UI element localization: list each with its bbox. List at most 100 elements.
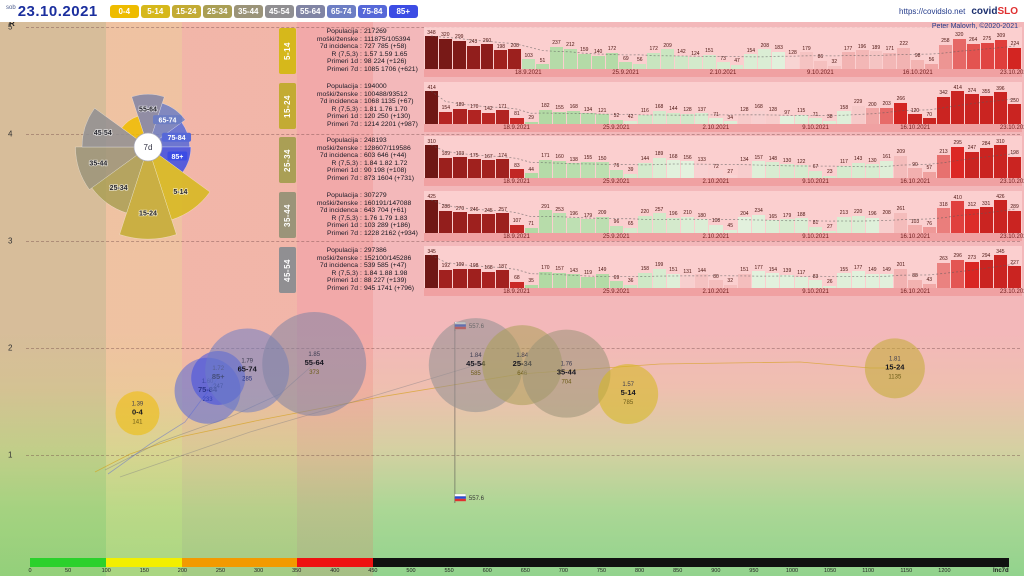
bar: 198 — [467, 246, 481, 288]
age-button-35-44[interactable]: 35-44 — [233, 4, 263, 18]
bar: 237 — [550, 27, 563, 69]
bar: 414 — [425, 82, 439, 124]
age-button-25-34[interactable]: 25-34 — [202, 4, 232, 18]
bar: 69 — [619, 27, 633, 69]
daily-bar-chart-35-44: 425 288 270 246 245 257 107 71 291 253 196 179 209 96… — [424, 191, 1022, 233]
bar: 151 — [702, 27, 716, 69]
date-tick: 25.9.2021 — [602, 179, 630, 185]
stat-line: Primeri 7d:1214 2201 (+987) — [327, 120, 418, 128]
age-button-15-24[interactable]: 15-24 — [171, 4, 201, 18]
colorbar-segment — [182, 558, 297, 567]
bar: 139 — [780, 246, 794, 288]
date-tick: 9.10.2021 — [802, 234, 829, 240]
bar: 171 — [883, 27, 897, 69]
bar: 42 — [624, 82, 638, 124]
date-tick: 23.10.2021 — [999, 289, 1024, 295]
bar: 27 — [823, 191, 837, 233]
x-tick-label: 150 — [139, 568, 149, 574]
bar: 71 — [709, 82, 723, 124]
bar: 128 — [737, 82, 752, 124]
bar: 299 — [452, 27, 466, 69]
bar: 120 — [908, 82, 922, 124]
bar: 108 — [709, 191, 723, 233]
bar: 410 — [951, 191, 965, 233]
bar: 200 — [865, 82, 879, 124]
age-button-65-74[interactable]: 65-74 — [326, 4, 356, 18]
x-tick-label: 1200 — [938, 568, 951, 574]
bar: 229 — [851, 82, 865, 124]
x-tick-label: 1100 — [862, 568, 875, 574]
bar: 71 — [808, 82, 823, 124]
bar: 69 — [609, 246, 624, 288]
stat-line: R (7,5,3):1.84 1.82 1.72 — [331, 159, 408, 167]
date-axis: 18.9.2021 25.9.2021 2.10.2021 9.10.2021 16.1… — [424, 124, 1024, 132]
date-axis: 18.9.2021 25.9.2021 2.10.2021 9.10.2021 16.1… — [424, 288, 1024, 296]
age-button-0-4[interactable]: 0-4 — [109, 4, 139, 18]
bar: 309 — [994, 27, 1008, 69]
bar: 157 — [752, 136, 766, 178]
bar: 32 — [723, 246, 737, 288]
date-tick: 9.10.2021 — [806, 70, 834, 76]
age-button-85+[interactable]: 85+ — [388, 4, 418, 18]
x-tick-label: 0 — [28, 568, 32, 574]
bar: 154 — [744, 27, 758, 69]
stat-line: Primeri 1d:88 227 (+139) — [327, 277, 407, 285]
bar: 107 — [510, 191, 524, 233]
date-tick: 9.10.2021 — [802, 125, 829, 131]
bar: 115 — [794, 82, 808, 124]
bar: 342 — [936, 82, 951, 124]
bar: 227 — [1007, 246, 1022, 288]
date-tick: 2.10.2021 — [702, 289, 730, 295]
bar: 175 — [467, 136, 481, 178]
bar: 70 — [922, 82, 936, 124]
bar: 177 — [841, 27, 855, 69]
bar: 171 — [538, 136, 552, 178]
bar: 143 — [567, 246, 581, 288]
age-row-5-14: 5-14 Populacija:217269 moški/ženske:111875… — [0, 27, 1024, 77]
brand-logo: covidSLO — [971, 6, 1018, 17]
bar: 425 — [425, 191, 439, 233]
age-button-45-54[interactable]: 45-54 — [264, 4, 294, 18]
bar: 257 — [496, 191, 510, 233]
bar: 312 — [965, 191, 979, 233]
bar: 72 — [709, 136, 723, 178]
bar: 103 — [522, 27, 536, 69]
bar: 294 — [979, 246, 993, 288]
bar: 149 — [865, 246, 879, 288]
bar: 45 — [723, 191, 737, 233]
date-tick: 16.10.2021 — [900, 125, 931, 131]
bar: 150 — [595, 136, 609, 178]
bar: 98 — [911, 27, 925, 69]
bar: 88 — [908, 246, 922, 288]
site-url[interactable]: https://covidslo.net — [899, 7, 966, 16]
bar: 196 — [855, 27, 869, 69]
age-row-15-24: 15-24 Populacija:194000 moški/ženske:10048… — [0, 82, 1024, 132]
bar: 165 — [766, 191, 780, 233]
stats-panel-35-44: Populacija:307279 moški/ženske:160191/147… — [300, 192, 422, 238]
x-tick-label: 100 — [101, 568, 111, 574]
age-button-5-14[interactable]: 5-14 — [140, 4, 170, 18]
bar: 39 — [624, 136, 638, 178]
stats-panel-45-54: Populacija:297386 moški/ženske:152100/145… — [300, 247, 422, 293]
age-row-45-54: 45-54 Populacija:297386 moški/ženske:15210… — [0, 246, 1024, 296]
bar: 201 — [894, 246, 908, 288]
colorbar-segment — [372, 558, 1010, 567]
x-tick-label: 1000 — [785, 568, 799, 574]
bar: 172 — [647, 27, 661, 69]
bar: 134 — [581, 82, 595, 124]
bar: 97 — [780, 82, 794, 124]
x-tick-label: 500 — [406, 568, 416, 574]
x-tick-label: 200 — [177, 568, 187, 574]
date-tick: 9.10.2021 — [802, 179, 829, 185]
date-tick: 25.9.2021 — [612, 70, 639, 76]
age-button-75-84[interactable]: 75-84 — [357, 4, 387, 18]
bar: 198 — [1007, 136, 1022, 178]
bar: 179 — [780, 191, 794, 233]
age-button-55-64[interactable]: 55-64 — [295, 4, 325, 18]
stat-line: Primeri 1d:120 250 (+130) — [327, 113, 411, 121]
bar: 52 — [609, 82, 624, 124]
x-tick-label: 800 — [635, 568, 645, 574]
stat-line: R (7,5,3):1.84 1.88 1.98 — [331, 269, 408, 277]
